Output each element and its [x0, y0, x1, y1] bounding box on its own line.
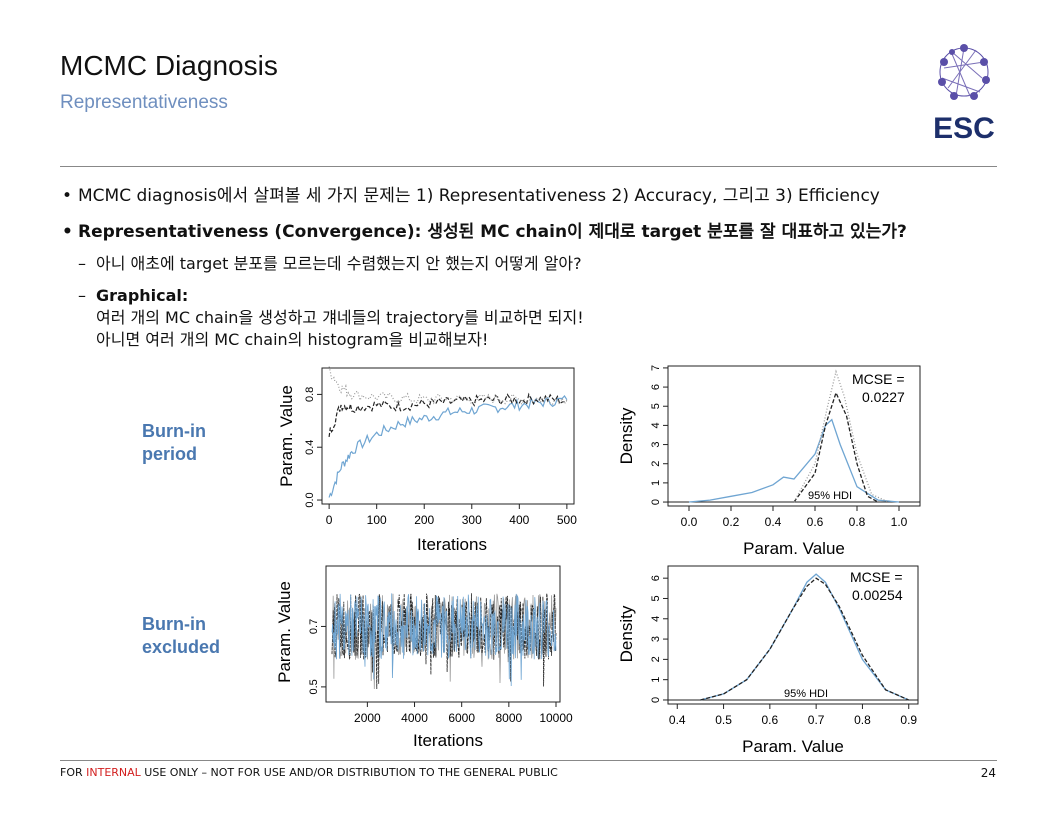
density-plot-excluded: 0.4 0.5 0.6 0.7 0.8 0.9 0 1 2 3 4 5 6 MCSE = 0.00254…	[617, 565, 919, 756]
y-axis-label: Param. Value	[277, 385, 296, 487]
svg-text:ESC: ESC	[933, 112, 995, 145]
y-tick-label: 0.8	[304, 387, 316, 402]
x-tick-label: 200	[414, 513, 434, 527]
y-tick-label: 0.0	[304, 492, 316, 507]
footer-disclaimer: FOR INTERNAL USE ONLY – NOT FOR USE AND/…	[60, 766, 558, 779]
bullet-1-text: MCMC diagnosis에서 살펴볼 세 가지 문제는 1) Represe…	[78, 186, 880, 206]
burnin-period-label: Burn-in period	[142, 421, 206, 464]
chain-trace-line	[331, 593, 557, 687]
esc-logo: ESC	[922, 38, 1006, 148]
chain-trace-line	[328, 366, 568, 407]
x-tick-label: 6000	[448, 711, 475, 725]
bullet-1: • MCMC diagnosis에서 살펴볼 세 가지 문제는 1) Repres…	[62, 186, 880, 206]
y-tick-label: 7	[650, 365, 662, 371]
x-tick-label: 0.5	[715, 713, 732, 727]
x-tick-label: 0	[326, 513, 333, 527]
x-tick-label: 0.0	[681, 515, 698, 529]
x-tick-label: 0.4	[669, 713, 686, 727]
x-tick-label: 10000	[539, 711, 573, 725]
x-tick-label: 0.6	[762, 713, 779, 727]
y-tick-label: 2	[650, 656, 662, 662]
density-curve	[700, 577, 909, 701]
y-tick-label: 5	[650, 403, 662, 409]
x-tick-label: 0.8	[849, 515, 866, 529]
x-tick-label: 2000	[354, 711, 381, 725]
plot-frame	[667, 365, 921, 507]
sub-bullet-2-line2: 아니면 여러 개의 MC chain의 histogram을 비교해보자!	[96, 330, 489, 349]
network-logo-icon: ESC	[933, 44, 995, 145]
y-tick-label: 1	[650, 480, 662, 486]
mcse-label: MCSE =	[852, 371, 905, 387]
hdi-label: 95% HDI	[784, 688, 828, 700]
y-tick-label: 2	[650, 461, 662, 467]
density-curve	[793, 369, 889, 503]
x-tick-label: 0.7	[808, 713, 825, 727]
header-divider	[60, 166, 997, 167]
x-tick-label: 100	[367, 513, 387, 527]
y-tick-label: 0.4	[304, 440, 316, 455]
y-tick-label: 0.7	[308, 619, 320, 634]
y-axis-label: Density	[617, 605, 636, 662]
x-tick-label: 0.9	[900, 713, 917, 727]
y-tick-label: 1	[650, 677, 662, 683]
density-curve	[793, 391, 879, 503]
y-tick-label: 0	[650, 499, 662, 505]
y-axis-label: Density	[617, 407, 636, 464]
x-axis-label: Iterations	[413, 731, 483, 750]
x-tick-label: 0.2	[723, 515, 740, 529]
y-tick-label: 5	[650, 595, 662, 601]
chain-trace-line	[328, 395, 568, 498]
x-tick-label: 0.6	[807, 515, 824, 529]
sub-bullet-1-text: 아니 애초에 target 분포를 모르는데 수렴했는지 안 했는지 어떻게 알…	[96, 254, 582, 273]
x-tick-label: 500	[557, 513, 577, 527]
plot-frame	[321, 367, 575, 505]
plot-frame	[325, 565, 561, 703]
mcse-label: MCSE =	[850, 569, 903, 585]
slide-subtitle: Representativeness	[60, 92, 228, 113]
x-tick-label: 0.8	[854, 713, 871, 727]
density-curve	[688, 418, 900, 503]
y-tick-label: 3	[650, 441, 662, 447]
x-tick-label: 4000	[401, 711, 428, 725]
sub-bullet-2: – Graphical: 여러 개의 MC chain을 생성하고 걔네들의 tr…	[78, 286, 584, 349]
bullet-2-text: Representativeness (Convergence): 생성된 MC…	[78, 222, 907, 242]
y-tick-label: 4	[650, 616, 662, 622]
y-tick-label: 6	[650, 384, 662, 390]
x-axis-label: Param. Value	[742, 737, 844, 756]
y-tick-label: 0.5	[308, 679, 320, 694]
x-tick-label: 400	[509, 513, 529, 527]
chain-trace-line	[328, 392, 568, 437]
x-axis-label: Iterations	[417, 535, 487, 554]
footer-divider	[60, 760, 997, 761]
y-tick-label: 4	[650, 422, 662, 428]
x-tick-label: 300	[462, 513, 482, 527]
burnin-excluded-label: Burn-in excluded	[142, 614, 221, 657]
page-number: 24	[980, 766, 996, 780]
bullet-2: • Representativeness (Convergence): 생성된 M…	[62, 222, 907, 242]
y-tick-label: 6	[650, 575, 662, 581]
y-tick-label: 0	[650, 697, 662, 703]
density-plot-burnin: 0.0 0.2 0.4 0.6 0.8 1.0 0 1 2 3 4 5 6 7 MCSE = 0.0227…	[617, 365, 921, 558]
y-axis-label: Param. Value	[275, 581, 294, 683]
sub-bullet-2-line1: 여러 개의 MC chain을 생성하고 걔네들의 trajectory를 비교…	[96, 308, 584, 327]
trace-plot-excluded: 2000 4000 6000 8000 10000 0.5 0.7 Iterations P…	[275, 565, 573, 750]
chain-trace-line	[331, 593, 557, 690]
sub-bullet-1: – 아니 애초에 target 분포를 모르는데 수렴했는지 안 했는지 어떻게 …	[78, 254, 582, 273]
sub-bullet-2-head: Graphical:	[96, 286, 189, 305]
plot-frame	[667, 565, 919, 705]
mcse-value: 0.0227	[862, 389, 905, 405]
y-tick-label: 3	[650, 636, 662, 642]
slide-title: MCMC Diagnosis	[60, 50, 278, 81]
x-axis-label: Param. Value	[743, 539, 845, 558]
x-tick-label: 8000	[495, 711, 522, 725]
x-tick-label: 0.4	[765, 515, 782, 529]
hdi-label: 95% HDI	[808, 490, 852, 502]
mcse-value: 0.00254	[852, 587, 903, 603]
x-tick-label: 1.0	[891, 515, 908, 529]
trace-plot-burnin: 0 100 200 300 400 500 0.0 0.4 0.8 Iterations Par…	[277, 366, 577, 554]
density-curve	[700, 573, 909, 701]
